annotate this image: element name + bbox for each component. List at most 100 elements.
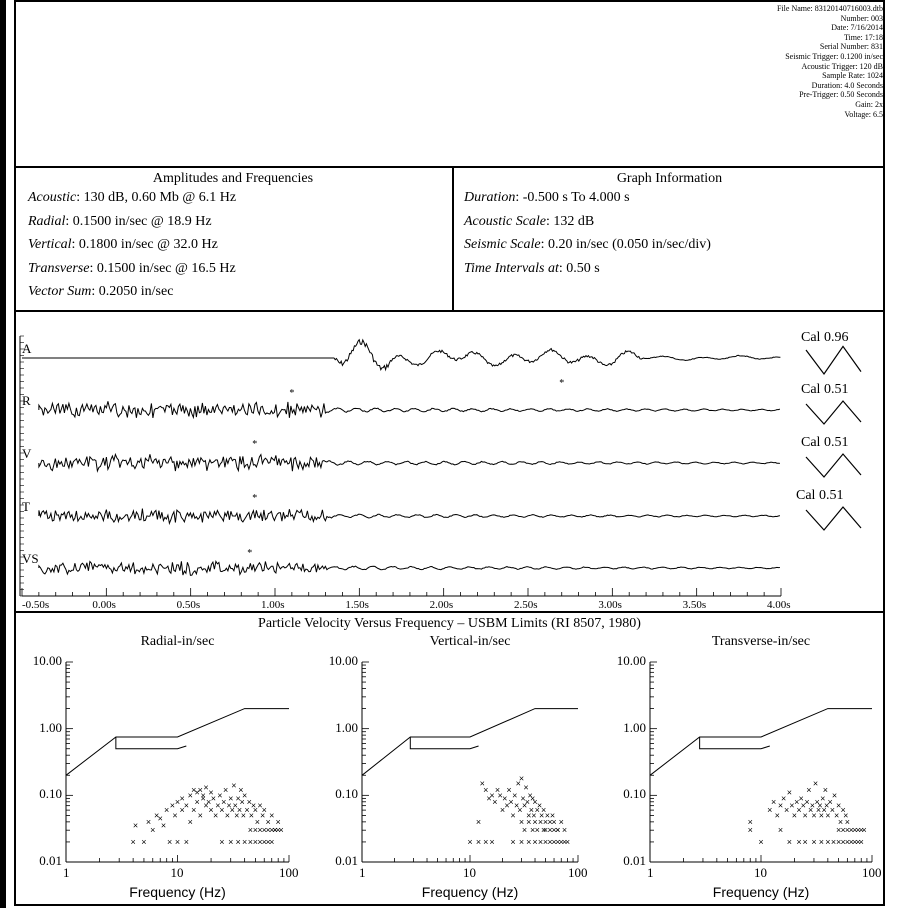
y-tick-label: 1.00 <box>623 719 646 735</box>
data-point: × <box>244 805 249 815</box>
info-value: : 132 dB <box>546 213 595 229</box>
info-label: Duration <box>464 190 516 205</box>
amplitudes-title: Amplitudes and Frequencies <box>152 171 314 186</box>
time-label: 1.00s <box>261 599 285 611</box>
data-point: × <box>276 817 281 827</box>
data-point: × <box>523 783 528 793</box>
data-point: × <box>269 825 274 835</box>
data-point: × <box>522 801 527 811</box>
data-point: × <box>787 788 792 798</box>
data-point: × <box>748 825 753 835</box>
data-point: × <box>198 810 203 820</box>
left-margin-bar <box>0 0 6 908</box>
data-point: × <box>547 837 552 847</box>
data-point: × <box>530 793 535 803</box>
data-point: × <box>538 837 543 847</box>
x-tick-label: 100 <box>279 865 299 880</box>
time-label: 3.50s <box>682 599 707 611</box>
file-info-line: Sample Rate: 1024 <box>822 71 883 81</box>
data-point: × <box>517 805 522 815</box>
info-label: Time Intervals at <box>464 260 559 276</box>
report-frame <box>14 0 885 906</box>
y-tick-label: 10.00 <box>32 653 62 668</box>
data-point: × <box>266 837 271 847</box>
info-row: Acoustic Scale: 132 dB <box>464 214 594 230</box>
pv-title: Particle Velocity Versus Frequency – USB… <box>258 616 641 631</box>
data-point: × <box>817 801 822 811</box>
data-point: × <box>771 797 776 807</box>
data-point: × <box>476 817 481 827</box>
data-point: × <box>269 837 274 847</box>
y-tick-label: 10.00 <box>616 653 646 668</box>
cal-label: Cal 0.51 <box>801 382 849 397</box>
data-point: × <box>489 837 494 847</box>
data-point: × <box>792 810 797 820</box>
data-point: × <box>154 810 159 820</box>
data-point: × <box>234 810 239 820</box>
data-point: × <box>219 837 224 847</box>
data-point: × <box>555 825 560 835</box>
data-point: × <box>236 793 241 803</box>
data-point: × <box>845 825 850 835</box>
file-info-line: File Name: 83120140716003.dtb <box>777 4 883 13</box>
y-tick-label: 10.00 <box>328 653 358 668</box>
data-point: × <box>219 805 224 815</box>
data-point: × <box>206 797 211 807</box>
data-point: × <box>175 797 180 807</box>
data-point: × <box>208 788 213 798</box>
x-tick-label: 1 <box>647 865 654 880</box>
y-tick-label: 0.01 <box>39 853 62 868</box>
time-label: 2.00s <box>429 599 454 611</box>
data-point: × <box>226 801 231 811</box>
x-axis-label: Frequency (Hz) <box>712 884 810 900</box>
vector-sum-trace <box>38 560 780 576</box>
file-info: File Name: 83120140716003.dtb Number: 003… <box>523 4 883 119</box>
divider <box>14 166 885 168</box>
data-point: × <box>555 837 560 847</box>
data-point: × <box>175 837 180 847</box>
x-tick-label: 1 <box>359 865 366 880</box>
data-point: × <box>522 825 527 835</box>
data-point: × <box>497 790 502 800</box>
data-point: × <box>539 810 544 820</box>
data-point: × <box>172 810 177 820</box>
data-point: × <box>242 837 247 847</box>
data-point: × <box>188 790 193 800</box>
info-label: Radial <box>28 213 66 229</box>
data-point: × <box>859 825 864 835</box>
data-point: × <box>248 825 253 835</box>
data-point: × <box>551 837 556 847</box>
calibration-pulse <box>805 506 862 531</box>
data-point: × <box>824 801 829 811</box>
data-point: × <box>550 810 555 820</box>
data-point: × <box>179 805 184 815</box>
calibration-pulse <box>805 345 862 376</box>
data-point: × <box>248 837 253 847</box>
data-point: × <box>559 837 564 847</box>
data-point: × <box>813 779 818 789</box>
data-point: × <box>543 825 548 835</box>
data-point: × <box>819 810 824 820</box>
data-point: × <box>213 810 218 820</box>
data-point: × <box>208 805 213 815</box>
calibration-pulse <box>805 453 862 478</box>
data-point: × <box>816 805 821 815</box>
y-tick-label: 1.00 <box>39 719 62 735</box>
data-point: × <box>504 801 509 811</box>
data-point: × <box>527 790 532 800</box>
data-point: × <box>547 825 552 835</box>
data-point: × <box>238 785 243 795</box>
data-point: × <box>188 817 193 827</box>
data-point: × <box>467 837 472 847</box>
data-point: × <box>529 805 534 815</box>
data-point: × <box>237 805 242 815</box>
file-info-line: Duration: 4.0 Seconds <box>811 80 883 90</box>
data-point: × <box>832 790 837 800</box>
info-label: Seismic Scale <box>464 237 541 252</box>
data-point: × <box>170 801 175 811</box>
data-point: × <box>215 801 220 811</box>
data-point: × <box>253 825 258 835</box>
data-point: × <box>266 825 271 835</box>
